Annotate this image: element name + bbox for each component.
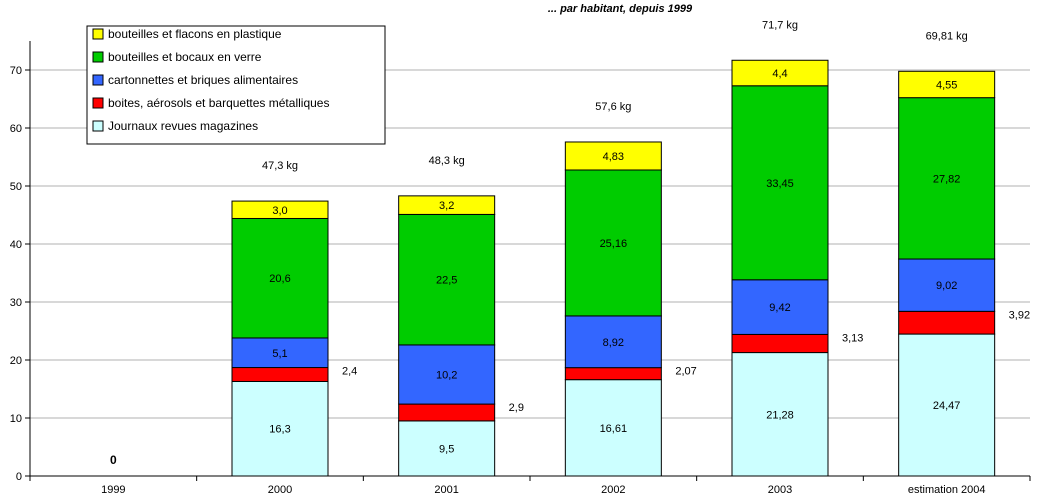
total-label: 57,6 kg bbox=[595, 101, 631, 113]
bar-segment bbox=[898, 333, 996, 477]
total-label: 71,7 kg bbox=[762, 19, 798, 31]
data-label: 27,82 bbox=[933, 173, 961, 185]
bar-segment bbox=[564, 141, 662, 171]
data-label: 2,4 bbox=[342, 366, 357, 378]
bar-segment bbox=[731, 85, 829, 281]
bar-segment bbox=[731, 352, 829, 477]
bars bbox=[231, 59, 996, 477]
y-tick-label: 0 bbox=[16, 471, 22, 483]
data-label: 8,92 bbox=[603, 337, 624, 349]
legend-label: Journaux revues magazines bbox=[108, 119, 258, 133]
bar-segment bbox=[898, 97, 996, 260]
x-tick-label: 2000 bbox=[268, 484, 292, 496]
y-tick-label: 10 bbox=[10, 413, 22, 425]
legend-swatch bbox=[92, 51, 104, 63]
data-label: 4,55 bbox=[936, 79, 957, 91]
bar-segment bbox=[398, 344, 496, 405]
x-tick-label: 2001 bbox=[434, 484, 458, 496]
bar-segment bbox=[231, 217, 329, 339]
data-label: 24,47 bbox=[933, 400, 961, 412]
legend-label: cartonnettes et briques alimentaires bbox=[108, 73, 298, 87]
bar-segment bbox=[731, 333, 829, 354]
data-label: 4,83 bbox=[603, 151, 624, 163]
chart-title: ... par habitant, depuis 1999 bbox=[548, 3, 693, 15]
x-tick-label: estimation 2004 bbox=[908, 484, 986, 496]
data-label: 22,5 bbox=[436, 275, 457, 287]
data-label: 16,61 bbox=[600, 423, 628, 435]
y-tick-label: 30 bbox=[10, 297, 22, 309]
data-label: 3,92 bbox=[1009, 309, 1030, 321]
bar-segment bbox=[564, 367, 662, 381]
legend-box bbox=[86, 25, 386, 145]
bar-segment bbox=[398, 213, 496, 346]
data-label: 9,42 bbox=[769, 302, 790, 314]
y-tick-label: 50 bbox=[10, 181, 22, 193]
legend-label: bouteilles et flacons en plastique bbox=[108, 27, 282, 41]
bar-segment bbox=[231, 380, 329, 477]
x-axis: 1999 2000 2001 2002 2003 estimation 2004 bbox=[29, 475, 1031, 496]
total-label: 48,3 kg bbox=[429, 155, 465, 167]
bar-segment bbox=[564, 379, 662, 477]
y-tick-label: 60 bbox=[10, 123, 22, 135]
x-tick-label: 1999 bbox=[101, 484, 125, 496]
bar-segment bbox=[898, 70, 996, 99]
bar-segment bbox=[231, 200, 329, 219]
legend: bouteilles et flacons en plastique boutei… bbox=[86, 25, 386, 145]
data-label: 3,2 bbox=[439, 200, 454, 212]
data-label: 10,2 bbox=[436, 370, 457, 382]
data-label: 4,4 bbox=[772, 68, 787, 80]
total-label: 69,81 kg bbox=[926, 30, 968, 42]
legend-swatch bbox=[92, 97, 104, 109]
data-labels: 16,3 2,4 5,1 20,6 3,0 9,5 2,9 10,2 22,5 3,2 16,61 2… bbox=[269, 68, 1030, 455]
bar-segment bbox=[231, 337, 329, 369]
bar-segment bbox=[231, 367, 329, 382]
bar-segment bbox=[398, 195, 496, 215]
y-tick-label: 20 bbox=[10, 355, 22, 367]
data-label: 5,1 bbox=[272, 348, 287, 360]
legend-label: boites, aérosols et barquettes métalliqu… bbox=[108, 96, 329, 110]
legend-label: bouteilles et bocaux en verre bbox=[108, 50, 262, 64]
data-label: 2,9 bbox=[509, 402, 524, 414]
bar-segment bbox=[731, 59, 829, 87]
data-label: 9,02 bbox=[936, 280, 957, 292]
y-tick-label: 40 bbox=[10, 239, 22, 251]
total-label: 47,3 kg bbox=[262, 160, 298, 172]
data-label: 2,07 bbox=[675, 366, 696, 378]
data-label: 25,16 bbox=[600, 238, 628, 250]
bar-segment bbox=[398, 403, 496, 422]
data-label: 20,6 bbox=[269, 273, 290, 285]
bar-segment bbox=[564, 315, 662, 369]
data-label: 16,3 bbox=[269, 424, 290, 436]
y-tick-label: 70 bbox=[10, 65, 22, 77]
data-label: 3,0 bbox=[272, 205, 287, 217]
data-label: 9,5 bbox=[439, 443, 454, 455]
legend-swatch bbox=[92, 120, 104, 132]
total-label: 0 bbox=[110, 453, 117, 467]
x-tick-label: 2003 bbox=[768, 484, 792, 496]
bar-segment bbox=[898, 258, 996, 312]
bar-segment bbox=[564, 169, 662, 317]
data-label: 3,13 bbox=[842, 332, 863, 344]
bar-segment bbox=[898, 310, 996, 335]
y-axis: 0 10 20 30 40 50 60 70 bbox=[10, 41, 31, 483]
legend-swatch bbox=[92, 28, 104, 40]
legend-swatch bbox=[92, 74, 104, 86]
data-label: 21,28 bbox=[766, 409, 794, 421]
data-label: 33,45 bbox=[766, 178, 794, 190]
total-labels: 0 47,3 kg 48,3 kg 57,6 kg 71,7 kg 69,81 kg bbox=[110, 19, 968, 467]
x-tick-label: 2002 bbox=[601, 484, 625, 496]
